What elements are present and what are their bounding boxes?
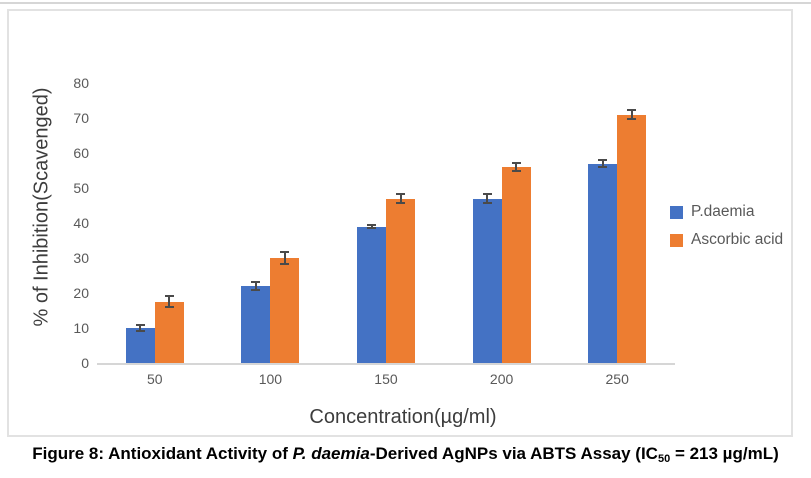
x-tick-label: 250 — [605, 371, 629, 387]
error-bar-stem — [370, 223, 373, 230]
error-bar — [135, 323, 145, 333]
y-tick-label: 60 — [73, 145, 89, 161]
bar-ascorbic-acid-150 — [386, 198, 415, 363]
error-bar-stem — [168, 295, 171, 309]
y-tick-label: 0 — [81, 355, 89, 371]
chart-legend: P.daemia Ascorbic acid — [670, 201, 783, 257]
y-tick-label: 80 — [73, 75, 89, 91]
bar-p-daemia-150 — [357, 226, 386, 363]
error-bar — [598, 158, 608, 169]
legend-label: Ascorbic acid — [691, 231, 784, 248]
bar-p-daemia-250 — [588, 163, 618, 363]
chart-frame: % of Inhibition(Scavenged) 0 10 20 30 40 50 60… — [7, 9, 793, 437]
error-bar — [482, 193, 492, 204]
error-bar-stem — [630, 108, 633, 121]
error-bar-stem — [515, 162, 518, 172]
plot-area — [97, 51, 675, 365]
caption-text: Figure 8: Antioxidant Activity of — [32, 444, 293, 463]
bar-ascorbic-acid-200 — [501, 167, 531, 363]
error-bar — [627, 108, 637, 121]
error-bar-stem — [486, 193, 489, 204]
error-bar — [280, 251, 290, 265]
error-bar-cap — [135, 330, 145, 333]
figure-caption: Figure 8: Antioxidant Activity of P. dae… — [0, 444, 811, 465]
bar-ascorbic-acid-250 — [617, 114, 647, 363]
error-bar — [511, 162, 521, 172]
legend-item-ascorbic-acid: Ascorbic acid — [670, 229, 783, 251]
error-bar-stem — [139, 323, 142, 333]
error-bar — [251, 280, 261, 292]
bar-ascorbic-acid-100 — [270, 258, 300, 363]
x-axis-title: Concentration(µg/ml) — [309, 406, 497, 428]
y-tick-label: 30 — [73, 250, 89, 266]
caption-text: = 213 µg/mL) — [670, 444, 779, 463]
caption-text: -Derived AgNPs via ABTS Assay (IC — [369, 444, 658, 463]
y-tick-label: 20 — [73, 285, 89, 301]
error-bar-cap — [396, 201, 405, 204]
x-axis-tick-labels: 50 100 150 200 250 — [97, 371, 675, 391]
legend-label: P.daemia — [691, 203, 755, 220]
error-bar-stem — [399, 193, 402, 204]
x-tick-label: 50 — [147, 371, 163, 387]
caption-ic50-subscript: 50 — [657, 453, 671, 465]
x-tick-label: 200 — [489, 371, 514, 387]
y-tick-label: 70 — [73, 110, 89, 126]
error-bar-cap — [511, 169, 521, 172]
legend-swatch-icon — [670, 205, 683, 219]
bar-p-daemia-50 — [125, 328, 155, 363]
error-bar-cap — [280, 263, 290, 265]
error-bar-stem — [283, 251, 286, 265]
error-bar-cap — [598, 166, 608, 169]
caption-species-italic: P. daemia — [292, 444, 370, 463]
y-axis-tick-labels: 0 10 20 30 40 50 60 70 80 — [9, 51, 89, 371]
x-tick-label: 100 — [258, 371, 283, 387]
error-bar — [396, 193, 405, 204]
y-tick-label: 10 — [73, 320, 89, 336]
bar-p-daemia-100 — [241, 286, 271, 363]
legend-swatch-icon — [670, 233, 683, 247]
y-tick-label: 40 — [73, 215, 89, 231]
error-bar-cap — [164, 306, 174, 309]
x-tick-label: 150 — [374, 371, 398, 387]
error-bar — [367, 223, 376, 230]
error-bar-cap — [482, 201, 492, 204]
page-top-border — [0, 2, 811, 4]
legend-item-p-daemia: P.daemia — [670, 201, 783, 223]
error-bar-cap — [627, 118, 637, 121]
error-bar-stem — [601, 158, 604, 169]
error-bar — [164, 295, 174, 309]
bar-p-daemia-200 — [472, 198, 502, 363]
error-bar-stem — [254, 280, 257, 292]
y-tick-label: 50 — [73, 180, 89, 196]
bar-ascorbic-acid-50 — [154, 301, 184, 363]
error-bar-cap — [251, 289, 261, 292]
error-bar-cap — [367, 227, 376, 230]
